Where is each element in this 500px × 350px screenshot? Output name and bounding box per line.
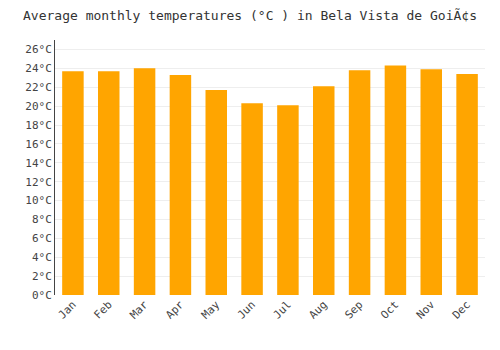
- svg-text:4°C: 4°C: [32, 251, 52, 264]
- svg-text:Dec: Dec: [450, 298, 473, 321]
- svg-text:16°C: 16°C: [25, 138, 52, 151]
- svg-text:18°C: 18°C: [25, 119, 52, 132]
- svg-text:Oct: Oct: [378, 298, 401, 321]
- svg-text:Apr: Apr: [163, 298, 187, 322]
- svg-text:Sep: Sep: [342, 298, 365, 321]
- svg-text:2°C: 2°C: [32, 270, 52, 283]
- svg-text:22°C: 22°C: [25, 81, 52, 94]
- svg-text:14°C: 14°C: [25, 157, 52, 170]
- svg-text:6°C: 6°C: [32, 232, 52, 245]
- svg-text:Average monthly temperatures (: Average monthly temperatures (°C ) in Be…: [23, 8, 477, 23]
- svg-text:8°C: 8°C: [32, 213, 52, 226]
- svg-text:26°C: 26°C: [25, 43, 52, 56]
- svg-text:20°C: 20°C: [25, 100, 52, 113]
- svg-text:Jan: Jan: [56, 298, 79, 321]
- svg-text:Nov: Nov: [414, 298, 438, 322]
- svg-text:24°C: 24°C: [25, 62, 52, 75]
- svg-text:0°C: 0°C: [32, 289, 52, 302]
- svg-text:May: May: [199, 298, 223, 322]
- svg-text:12°C: 12°C: [25, 176, 52, 189]
- svg-text:Jul: Jul: [271, 298, 294, 321]
- svg-text:Jun: Jun: [235, 298, 258, 321]
- svg-text:Feb: Feb: [92, 298, 115, 321]
- svg-text:10°C: 10°C: [25, 194, 52, 207]
- svg-text:Aug: Aug: [307, 298, 330, 321]
- svg-text:Mar: Mar: [127, 298, 151, 322]
